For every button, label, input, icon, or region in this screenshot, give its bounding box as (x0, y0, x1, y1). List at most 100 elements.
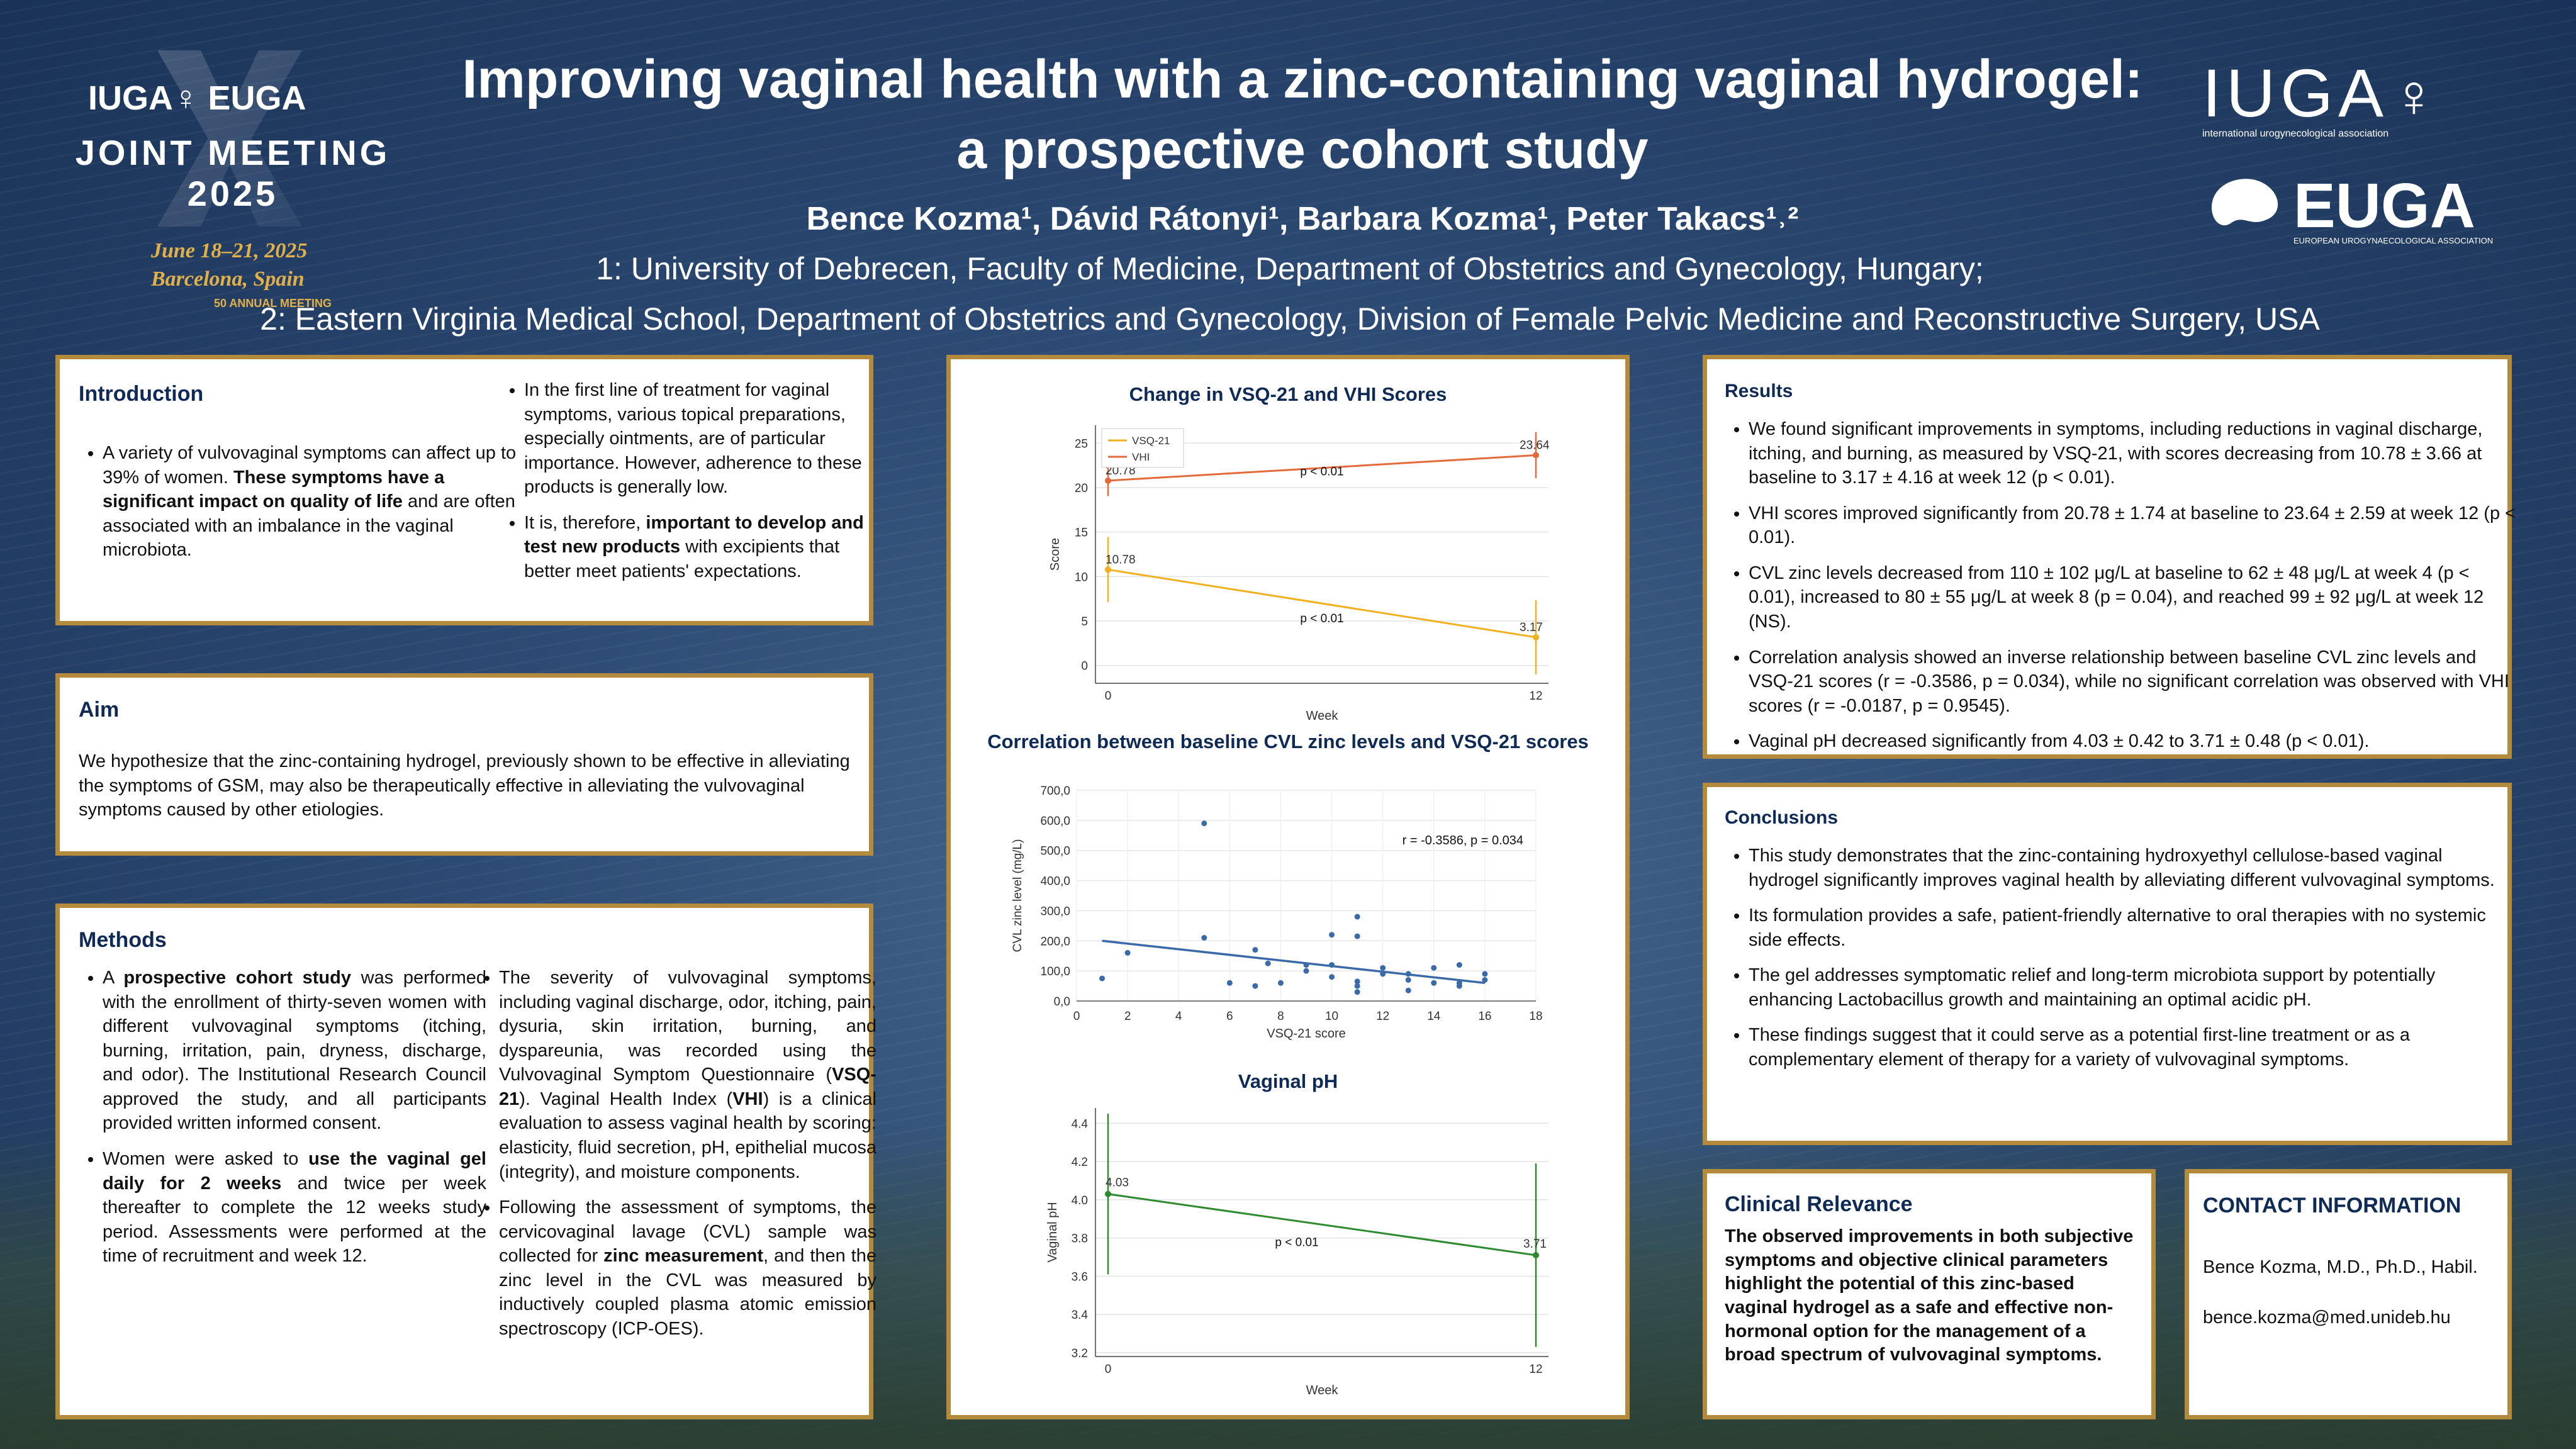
results-item: We found significant improvements in sym… (1749, 417, 2516, 490)
results-heading: Results (1725, 381, 1793, 401)
results-item: CVL zinc levels decreased from 110 ± 102… (1749, 561, 2516, 634)
contact-email[interactable]: bence.kozma@med.unideb.hu (2203, 1307, 2451, 1328)
methods-b1-rest: was performed with the enrollment of thi… (103, 968, 487, 1134)
conclusions-list: This study demonstrates that the zinc-co… (1725, 844, 2516, 1083)
methods-b1-text: A (103, 968, 114, 988)
chart-ph: 3.2 3.4 3.6 3.8 4.0 4.2 4.4 0 12 Week Vaginal pH 4.… (1046, 1108, 1548, 1397)
y-tick-label: 3.6 (1072, 1270, 1088, 1284)
scatter-point (1354, 933, 1360, 939)
scatter-point (1354, 983, 1360, 989)
y-tick-label: 600,0 (1040, 815, 1070, 828)
scatter-point (1329, 932, 1335, 938)
y-tick-label: 4.0 (1072, 1194, 1088, 1207)
methods-b2-text: Women were asked to (103, 1148, 299, 1169)
aim-panel: Aim We hypothesize that the zinc-contain… (55, 673, 873, 856)
scatter-point (1431, 965, 1437, 971)
intro-b1-bold: These symptoms have a significant impact… (103, 467, 445, 512)
y-tick-label: 300,0 (1040, 905, 1070, 918)
introduction-list-right: In the first line of treatment for vagin… (500, 378, 876, 595)
results-item: VHI scores improved significantly from 2… (1749, 501, 2516, 550)
introduction-heading: Introduction (79, 382, 204, 406)
scatter-point (1456, 983, 1462, 989)
x-tick-label: 8 (1277, 1010, 1284, 1023)
female-symbol-icon: ♀ (2391, 62, 2437, 130)
legend-label: VHI (1132, 451, 1150, 463)
chart-correlation: 0,0 100,0 200,0 300,0 400,0 500,0 600,0 700,0 0 2… (1011, 785, 1543, 1041)
logo-annual: 50 ANNUAL MEETING (214, 297, 332, 310)
data-label: 3.71 (1523, 1238, 1547, 1251)
scatter-point (1226, 980, 1233, 986)
y-tick-label: 500,0 (1040, 845, 1070, 858)
scatter-point (1277, 980, 1284, 986)
series-line-0 (1107, 568, 1537, 639)
x-axis-label: Week (1306, 1384, 1339, 1397)
conclusions-panel: Conclusions This study demonstrates that… (1703, 783, 2512, 1145)
logo-place: Barcelona, Spain (151, 267, 305, 291)
methods-item-4: Following the assessment of symptoms, th… (499, 1195, 876, 1341)
charts-panel: Change in VSQ-21 and VHI Scores 0 5 10 15 20… (946, 355, 1630, 1419)
data-point (1533, 634, 1539, 641)
contact-panel: CONTACT INFORMATION Bence Kozma, M.D., P… (2185, 1169, 2512, 1419)
y-tick-label: 25 (1075, 437, 1088, 450)
conclusions-item: Its formulation provides a safe, patient… (1749, 904, 2516, 952)
methods-item-3: The severity of vulvovaginal symptoms, i… (499, 966, 876, 1184)
trend-line (1102, 939, 1486, 985)
methods-b3-mid: ). Vaginal Health Index ( (519, 1088, 733, 1109)
p-value-label: p < 0.01 (1300, 466, 1343, 479)
authors: Bence Kozma¹, Dávid Rátonyi¹, Barbara Ko… (806, 201, 1799, 237)
results-list: We found significant improvements in sym… (1725, 417, 2516, 765)
euga-swirl-icon (2212, 179, 2278, 226)
intro-b3-rest: with excipients that better meet patient… (524, 537, 840, 581)
x-tick-label: 10 (1325, 1010, 1338, 1023)
euga-logo-text: EUGA (2293, 171, 2475, 241)
y-tick-label: 3.2 (1072, 1347, 1088, 1360)
introduction-item-3: It is, therefore, important to develop a… (524, 511, 876, 584)
legend-label: VSQ-21 (1132, 435, 1170, 447)
correlation-annotation: r = -0.3586, p = 0.034 (1403, 834, 1523, 848)
y-tick-label: 4.2 (1072, 1156, 1088, 1169)
contact-name: Bence Kozma, M.D., Ph.D., Habil. (2203, 1257, 2478, 1277)
x-tick-label: 4 (1175, 1010, 1182, 1023)
y-tick-label: 100,0 (1040, 965, 1070, 978)
title-line1: Improving vaginal health with a zinc-con… (462, 49, 2143, 109)
x-tick-label: 12 (1376, 1010, 1389, 1023)
data-point (1105, 566, 1111, 573)
y-tick-label: 3.4 (1072, 1309, 1089, 1322)
y-tick-label: 10 (1075, 571, 1088, 584)
x-axis-label: Week (1306, 709, 1339, 723)
x-tick-label: 0 (1105, 690, 1112, 703)
chart-vsq-vhi: 0 5 10 15 20 25 0 12 Week Score 10.78 3.17 p < 0.01 2… (1048, 425, 1550, 723)
conclusions-item: These findings suggest that it could ser… (1749, 1023, 2516, 1071)
scatter-point (1482, 971, 1488, 977)
iuga-logo: IUGA ♀ international urogynecological as… (2202, 53, 2504, 148)
methods-b4-bold: zinc measurement (603, 1246, 764, 1267)
data-label: 4.03 (1106, 1177, 1129, 1190)
scatter-point (1099, 975, 1106, 982)
data-point (1533, 1251, 1539, 1258)
poster-title: Improving vaginal health with a zinc-con… (403, 44, 2202, 185)
y-tick-label: 400,0 (1040, 875, 1070, 888)
scatter-point (1124, 949, 1131, 956)
y-tick-label: 0,0 (1054, 995, 1070, 1009)
conclusions-item: This study demonstrates that the zinc-co… (1749, 844, 2516, 892)
scatter-point (1354, 978, 1360, 985)
chart2-title: Correlation between baseline CVL zinc le… (987, 730, 1589, 752)
scatter-point (1201, 935, 1207, 941)
results-panel: Results We found significant improvement… (1703, 355, 2516, 759)
intro-b3-bold: important to develop and test new produc… (524, 512, 864, 557)
aim-heading: Aim (79, 698, 120, 722)
x-tick-label: 6 (1226, 1010, 1233, 1023)
affiliation-2: 2: Eastern Virginia Medical School, Depa… (260, 301, 2320, 337)
introduction-panel: Introduction A variety of vulvovaginal s… (55, 355, 873, 625)
p-value-label: p < 0.01 (1300, 612, 1343, 625)
series-line (1107, 1193, 1537, 1256)
methods-b2-bold: use the vaginal gel daily for 2 weeks (103, 1148, 486, 1194)
x-tick-label: 0 (1073, 1010, 1080, 1023)
y-axis-label: CVL zinc level (mg/L) (1011, 839, 1024, 953)
chart3-title: Vaginal pH (1238, 1070, 1338, 1092)
logo-date: June 18–21, 2025 (151, 239, 308, 262)
iuga-logo-text: IUGA (2202, 55, 2389, 131)
methods-b3-bold2: VHI (732, 1088, 763, 1109)
intro-b3-text: It is, therefore, (524, 512, 641, 533)
scatter-point (1456, 962, 1462, 968)
